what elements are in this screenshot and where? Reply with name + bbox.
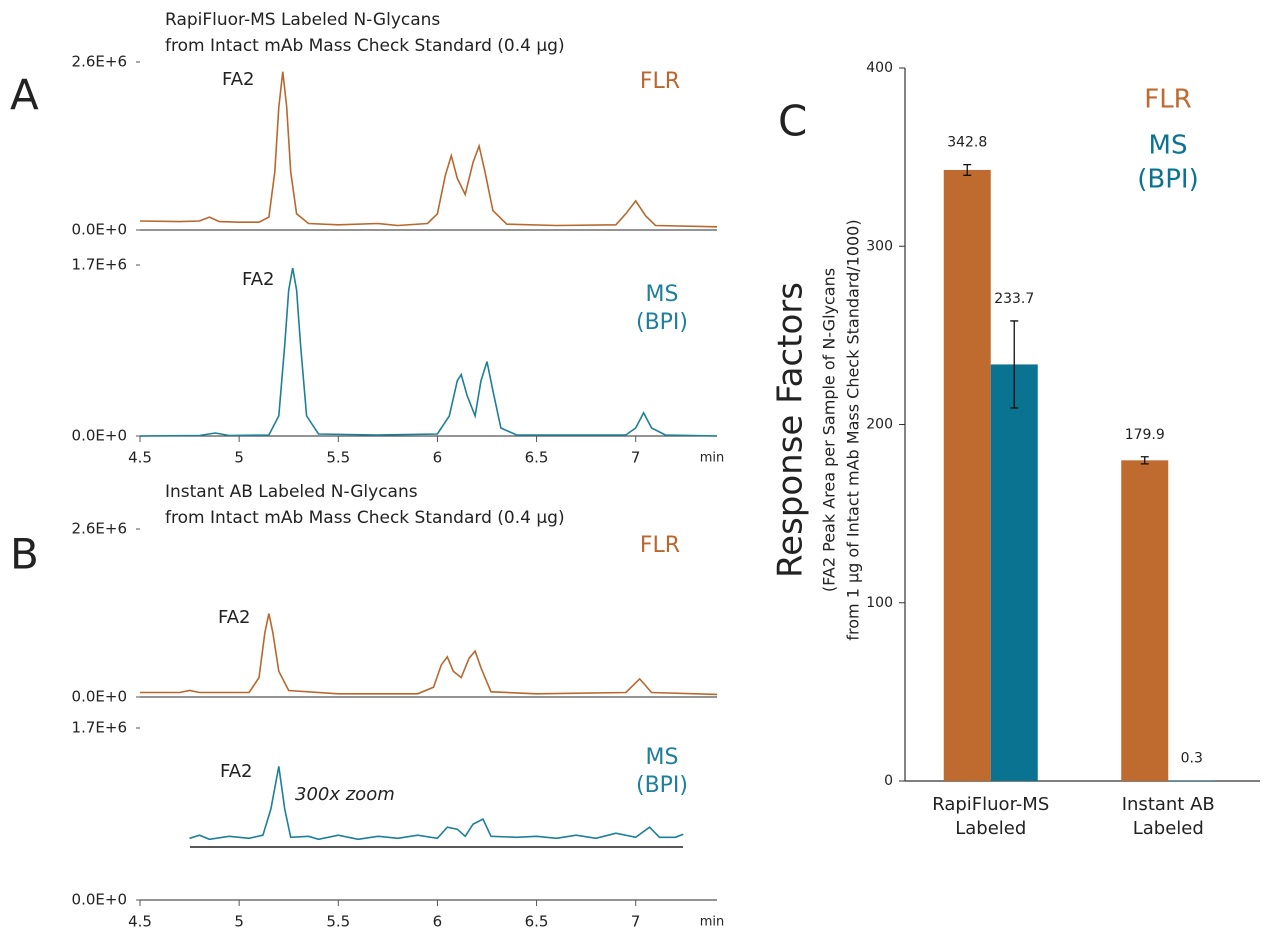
panel-title: from Intact mAb Mass Check Standard (0.4… [165, 36, 565, 56]
x-tick-label: 7 [631, 913, 641, 931]
bar [943, 169, 991, 782]
y-tick-label: 400 [866, 60, 893, 76]
panel-letter: C [778, 97, 807, 146]
legend-entry: FLR [1144, 85, 1192, 115]
x-tick-label: 6.5 [525, 913, 549, 931]
x-tick-label: 5 [234, 449, 244, 467]
error-bar [1140, 456, 1149, 465]
y-tick-label: 200 [866, 417, 893, 433]
trace [140, 613, 718, 696]
x-tick-label: 5.5 [326, 449, 350, 467]
x-tick-label: Labeled [1133, 818, 1204, 839]
trace-label: MS [646, 745, 679, 770]
x-tick-label: 4.5 [128, 449, 152, 467]
bar [1168, 780, 1216, 781]
annotation: 300x zoom [295, 784, 395, 805]
y-tick-label: 0.0E+0 [72, 221, 127, 239]
x-tick-label: 6.5 [525, 449, 549, 467]
annotation: FA2 [220, 761, 252, 782]
panel-title: from Intact mAb Mass Check Standard (0.4… [165, 508, 565, 528]
y-tick-label: 0.0E+0 [72, 688, 127, 706]
annotation: FA2 [222, 69, 254, 90]
trace [189, 766, 684, 841]
y-axis-subtitle: from 1 µg of Intact mAb Mass Check Stand… [844, 219, 863, 640]
bar [990, 364, 1038, 781]
x-tick-label: 4.5 [128, 913, 152, 931]
trace-label: FLR [640, 69, 680, 94]
x-axis-label: min [700, 915, 725, 930]
x-tick-label: 5.5 [326, 913, 350, 931]
error-bar [963, 163, 972, 176]
bar [1121, 460, 1169, 781]
panel-letter: A [10, 71, 39, 120]
x-tick-label: 6 [433, 449, 443, 467]
error-bar [1010, 320, 1019, 409]
y-tick-label: 300 [866, 238, 893, 254]
panel-title: Instant AB Labeled N-Glycans [165, 482, 418, 502]
y-axis-title: Response Factors [771, 282, 811, 578]
annotation: FA2 [242, 269, 274, 290]
legend-entry: (BPI) [1137, 165, 1198, 195]
y-tick-label: 0.0E+0 [72, 427, 127, 445]
y-tick-label: 1.7E+6 [72, 719, 127, 737]
trace [139, 267, 718, 437]
x-tick-label: 6 [433, 913, 443, 931]
panel-letter: B [10, 530, 39, 579]
panel-title: RapiFluor-MS Labeled N-Glycans [165, 10, 440, 30]
y-tick-label: 1.7E+6 [72, 256, 127, 274]
y-tick-label: 2.6E+6 [72, 520, 127, 538]
x-tick-label: 5 [234, 913, 244, 931]
y-tick-label: 0.0E+0 [72, 891, 127, 909]
y-axis-subtitle: (FA2 Peak Area per Sample of N-Glycans [820, 268, 839, 592]
trace-label: (BPI) [636, 773, 688, 798]
x-tick-label: Labeled [955, 818, 1026, 839]
y-tick-label: 2.6E+6 [72, 53, 127, 71]
value-label: 342.8 [947, 135, 987, 151]
value-label: 233.7 [994, 291, 1034, 307]
trace-label: FLR [640, 533, 680, 558]
annotation: FA2 [218, 607, 250, 628]
legend-entry: MS [1149, 131, 1188, 161]
x-tick-label: RapiFluor-MS [932, 794, 1049, 815]
x-axis-label: min [700, 451, 725, 466]
trace-label: (BPI) [636, 310, 688, 335]
y-tick-label: 0 [884, 773, 893, 789]
y-tick-label: 100 [866, 595, 893, 611]
x-tick-label: Instant AB [1122, 794, 1215, 815]
value-label: 179.9 [1125, 427, 1165, 443]
trace [139, 71, 718, 228]
value-label: 0.3 [1181, 750, 1203, 766]
x-tick-label: 7 [631, 449, 641, 467]
trace-label: MS [646, 282, 679, 307]
